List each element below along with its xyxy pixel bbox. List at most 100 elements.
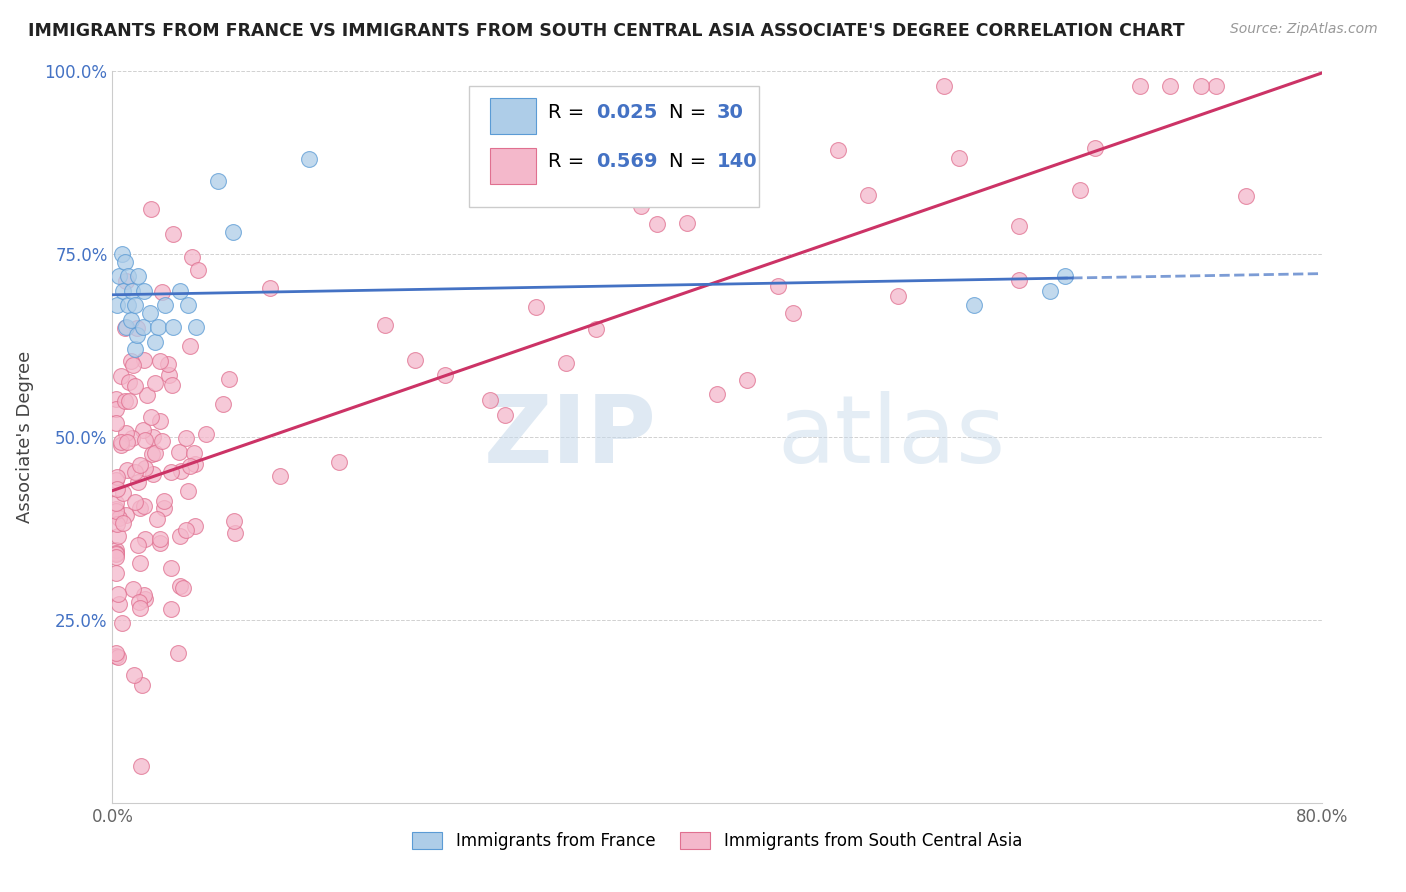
Point [132,588,155,602]
Point [156,358,179,372]
Point [184,320,207,334]
Point [122,582,145,597]
Point [104,543,127,558]
Point [124,494,146,508]
Point [211,397,233,411]
Point [129,500,152,515]
Point [585,322,607,336]
Point [1069,183,1091,197]
Point [107,649,129,664]
Point [169,579,191,593]
Point [1038,284,1062,298]
Point [143,446,166,460]
Point [120,354,142,368]
Point [479,393,502,408]
Point [122,667,145,681]
Point [127,538,149,552]
Point [706,386,728,401]
Point [146,512,169,526]
Point [153,500,176,515]
Text: 0.569: 0.569 [596,153,658,171]
Point [132,423,155,437]
Point [224,514,246,528]
Point [207,174,229,188]
Point [1205,78,1227,93]
Point [117,269,139,284]
Point [139,306,162,320]
Text: 140: 140 [717,153,758,171]
Point [120,313,142,327]
Point [328,455,350,469]
Point [134,592,156,607]
Point [118,394,141,409]
Point [134,460,156,475]
Point [159,465,181,479]
Point [1008,219,1031,234]
Text: IMMIGRANTS FROM FRANCE VS IMMIGRANTS FROM SOUTH CENTRAL ASIA ASSOCIATE'S DEGREE : IMMIGRANTS FROM FRANCE VS IMMIGRANTS FRO… [28,22,1185,40]
Point [134,533,156,547]
Point [104,648,127,663]
Point [856,188,880,202]
Point [115,320,138,334]
Point [143,334,166,349]
Point [495,409,517,423]
Point [114,254,136,268]
Point [150,285,173,300]
Point [195,427,218,442]
Point [134,433,156,447]
Point [630,199,652,213]
Point [554,356,576,370]
Point [128,600,150,615]
Point [1234,188,1257,202]
Point [142,467,165,482]
Point [124,343,146,357]
Point [1008,273,1031,287]
Point [153,494,176,508]
Point [104,504,127,518]
FancyBboxPatch shape [489,148,536,184]
Point [827,143,849,157]
Point [125,327,148,342]
Point [132,320,155,334]
Point [112,516,135,530]
Point [269,469,291,483]
Point [107,597,129,611]
Point [134,352,156,367]
Point [176,431,198,445]
Point [143,376,166,391]
Point [107,587,129,601]
Point [110,247,132,261]
Point [139,202,162,217]
Text: atlas: atlas [778,391,1005,483]
Point [184,519,207,533]
Point [121,359,143,373]
Point [105,482,128,496]
Point [105,516,128,531]
Point [114,321,136,335]
Point [162,227,184,242]
Point [127,321,149,335]
Point [108,511,131,525]
Point [114,508,136,522]
Point [177,298,200,312]
Point [179,459,201,474]
Point [127,269,149,284]
Point [298,152,321,166]
Point [374,318,396,333]
Y-axis label: Associate's Degree: Associate's Degree [15,351,34,524]
Point [645,217,668,231]
Point [124,379,146,393]
Point [104,496,127,510]
Point [115,463,138,477]
Point [128,595,150,609]
Point [114,274,136,288]
Point [222,225,245,239]
Text: ZIP: ZIP [484,391,657,483]
Point [167,646,190,660]
Point [169,445,191,459]
Point [963,298,986,312]
Point [149,535,172,549]
Point [135,388,157,402]
Point [1129,78,1152,93]
Point [131,678,153,692]
